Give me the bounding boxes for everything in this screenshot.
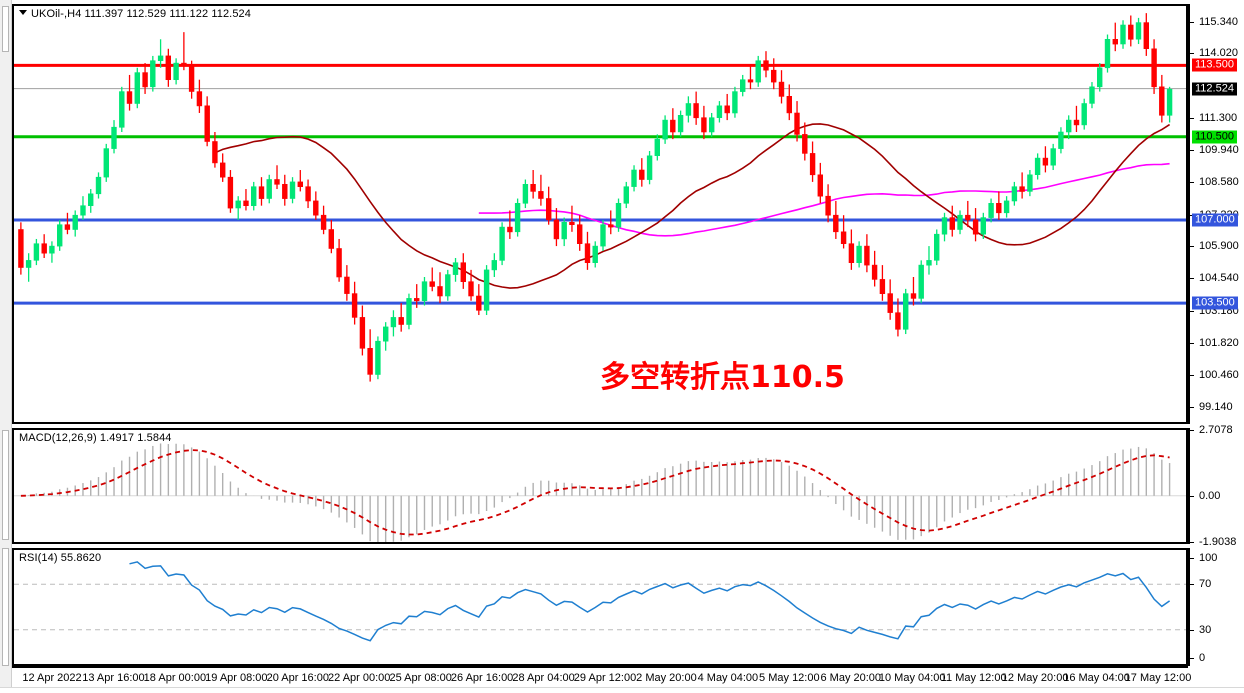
macd-axis: 2.7078 0.00 -1.9038: [1188, 424, 1244, 548]
time-axis-label: 4 May 04:00: [697, 672, 759, 684]
price-chart-pane[interactable]: UKOil-,H4 111.397 112.529 111.122 112.52…: [12, 4, 1188, 424]
rsi-axis-tick: 0: [1190, 652, 1205, 664]
scroll-nub-price[interactable]: [2, 6, 9, 52]
scroll-nub-rsi[interactable]: [2, 548, 9, 666]
price-axis-tick: 99.140: [1190, 401, 1233, 413]
time-axis-label: 16 May 04:00: [1063, 672, 1130, 684]
price-level-tag[interactable]: 112.524: [1192, 82, 1237, 96]
rsi-svg: [14, 561, 1186, 642]
chart-annotation: 多空转折点110.5: [600, 360, 845, 395]
time-axis-label: 6 May 20:00: [820, 672, 882, 684]
macd-svg: [14, 443, 1186, 542]
price-axis-tick: 108.580: [1190, 176, 1239, 188]
time-axis-label: 12 May 20:00: [1001, 672, 1069, 684]
price-level-tag[interactable]: 103.500: [1192, 296, 1238, 310]
time-axis-label: 17 May 12:00: [1124, 672, 1192, 684]
macd-plot-area[interactable]: [14, 430, 1186, 542]
time-axis-label: 12 Apr 2022: [22, 672, 82, 684]
time-axis[interactable]: 12 Apr 2022 13 Apr 16:00 18 Apr 00:00 19 Ap…: [12, 666, 1191, 688]
macd-axis-tick: 0.00: [1190, 490, 1220, 502]
rsi-axis-tick: 70: [1190, 578, 1211, 590]
scroll-nub-macd[interactable]: [2, 430, 9, 540]
time-axis-label: 25 Apr 08:00: [389, 672, 452, 684]
price-level-tag[interactable]: 107.000: [1192, 213, 1238, 227]
price-axis[interactable]: 115.340114.020111.300109.940108.580107.2…: [1188, 4, 1244, 424]
window-bottom-strip: [0, 687, 1244, 693]
macd-pane-label: MACD(12,26,9) 1.4917 1.5844: [19, 432, 172, 444]
price-pane-label: UKOil-,H4 111.397 112.529 111.122 112.52…: [19, 8, 251, 20]
time-axis-label: 22 Apr 00:00: [328, 672, 391, 684]
time-axis-label: 18 Apr 00:00: [143, 672, 207, 684]
price-axis-tick: 104.540: [1190, 272, 1239, 284]
price-level-tag[interactable]: 110.500: [1192, 130, 1237, 144]
price-level-tag[interactable]: 113.500: [1192, 58, 1237, 72]
time-axis-label: 26 Apr 16:00: [450, 672, 514, 684]
rsi-axis: 100 70 30 0: [1188, 548, 1244, 666]
time-axis-label: 19 Apr 08:00: [205, 672, 268, 684]
time-axis-label: 5 May 12:00: [759, 672, 820, 684]
price-axis-tick: 101.820: [1190, 337, 1239, 349]
price-axis-tick: 105.900: [1190, 240, 1239, 252]
price-candles-svg: [14, 13, 1186, 382]
price-axis-tick: 115.340: [1190, 16, 1238, 28]
macd-pane[interactable]: MACD(12,26,9) 1.4917 1.5844: [12, 428, 1188, 544]
rsi-plot-area[interactable]: [14, 550, 1186, 664]
rsi-axis-tick: 100: [1190, 552, 1217, 564]
time-axis-label: 10 May 04:00: [878, 672, 946, 684]
rsi-pane-label: RSI(14) 55.8620: [19, 552, 102, 564]
rsi-pane[interactable]: RSI(14) 55.8620: [12, 548, 1188, 666]
time-axis-label: 13 Apr 16:00: [82, 672, 145, 684]
macd-axis-tick: -1.9038: [1190, 536, 1236, 548]
time-axis-label: 2 May 20:00: [636, 672, 697, 684]
left-scroll-gutter[interactable]: [0, 0, 12, 693]
price-plot-area[interactable]: [14, 6, 1186, 422]
time-axis-label: 28 Apr 04:00: [512, 672, 575, 684]
time-axis-label: 11 May 12:00: [940, 672, 1007, 684]
chevron-down-icon[interactable]: [19, 10, 27, 15]
price-axis-tick: 100.460: [1190, 369, 1239, 381]
time-axis-label: 29 Apr 12:00: [573, 672, 637, 684]
price-axis-tick: 109.940: [1190, 144, 1239, 156]
macd-axis-tick: 2.7078: [1190, 424, 1233, 436]
time-axis-label: 20 Apr 16:00: [266, 672, 329, 684]
price-axis-tick: 114.020: [1190, 47, 1238, 59]
rsi-axis-tick: 30: [1190, 624, 1211, 636]
price-axis-tick: 111.300: [1190, 112, 1237, 124]
